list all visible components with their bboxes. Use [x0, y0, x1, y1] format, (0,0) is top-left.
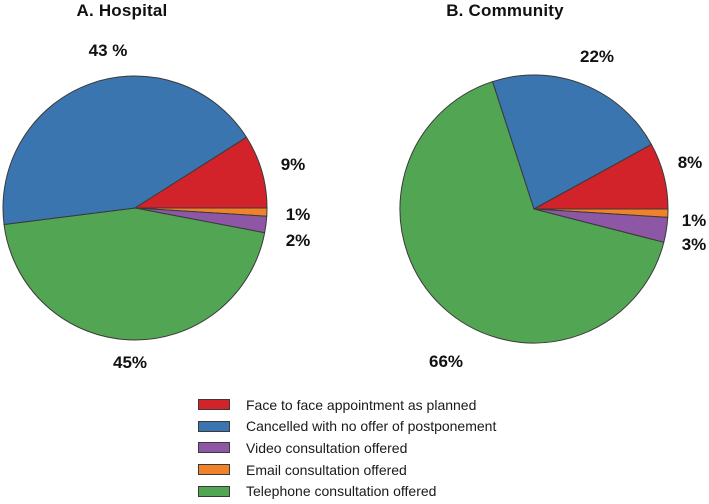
percent-label: 1% — [681, 211, 707, 230]
legend-swatch-orange — [198, 464, 230, 476]
pie-slice-green — [399, 81, 665, 344]
legend-row: Telephone consultation offered — [198, 480, 496, 502]
legend: Face to face appointment as planned Cance… — [198, 394, 496, 502]
percent-label: 3% — [681, 235, 707, 254]
legend-swatch-red — [198, 399, 230, 411]
pie-slice-green — [3, 207, 266, 341]
percent-label: 66% — [428, 352, 464, 371]
legend-row: Face to face appointment as planned — [198, 394, 496, 416]
percent-label: 8% — [677, 153, 703, 172]
percent-label: 45% — [112, 353, 148, 372]
panel-title: B. Community — [446, 1, 564, 20]
legend-label: Telephone consultation offered — [246, 483, 437, 500]
pie-community — [399, 74, 669, 344]
pie-slice-blue — [492, 74, 652, 210]
pie-slice-red — [134, 136, 268, 209]
legend-row: Video consultation offered — [198, 437, 496, 459]
legend-swatch-blue — [198, 420, 230, 432]
legend-label: Video consultation offered — [246, 439, 408, 456]
pie-hospital — [2, 75, 268, 341]
panel-title: A. Hospital — [76, 1, 168, 20]
pie-slice-red — [533, 143, 669, 210]
percent-label: 1% — [285, 205, 311, 224]
legend-row: Cancelled with no offer of postponement — [198, 416, 496, 438]
legend-swatch-purple — [198, 442, 230, 454]
legend-label: Email consultation offered — [246, 461, 407, 478]
pie-slice-blue — [2, 75, 247, 226]
percent-label: 9% — [280, 155, 306, 174]
legend-swatch-green — [198, 485, 230, 497]
legend-label: Face to face appointment as planned — [246, 396, 477, 413]
legend-row: Email consultation offered — [198, 459, 496, 481]
percent-label: 2% — [285, 231, 311, 250]
percent-label: 22% — [579, 47, 615, 66]
legend-label: Cancelled with no offer of postponement — [246, 418, 497, 435]
percent-label: 43 % — [88, 41, 128, 60]
